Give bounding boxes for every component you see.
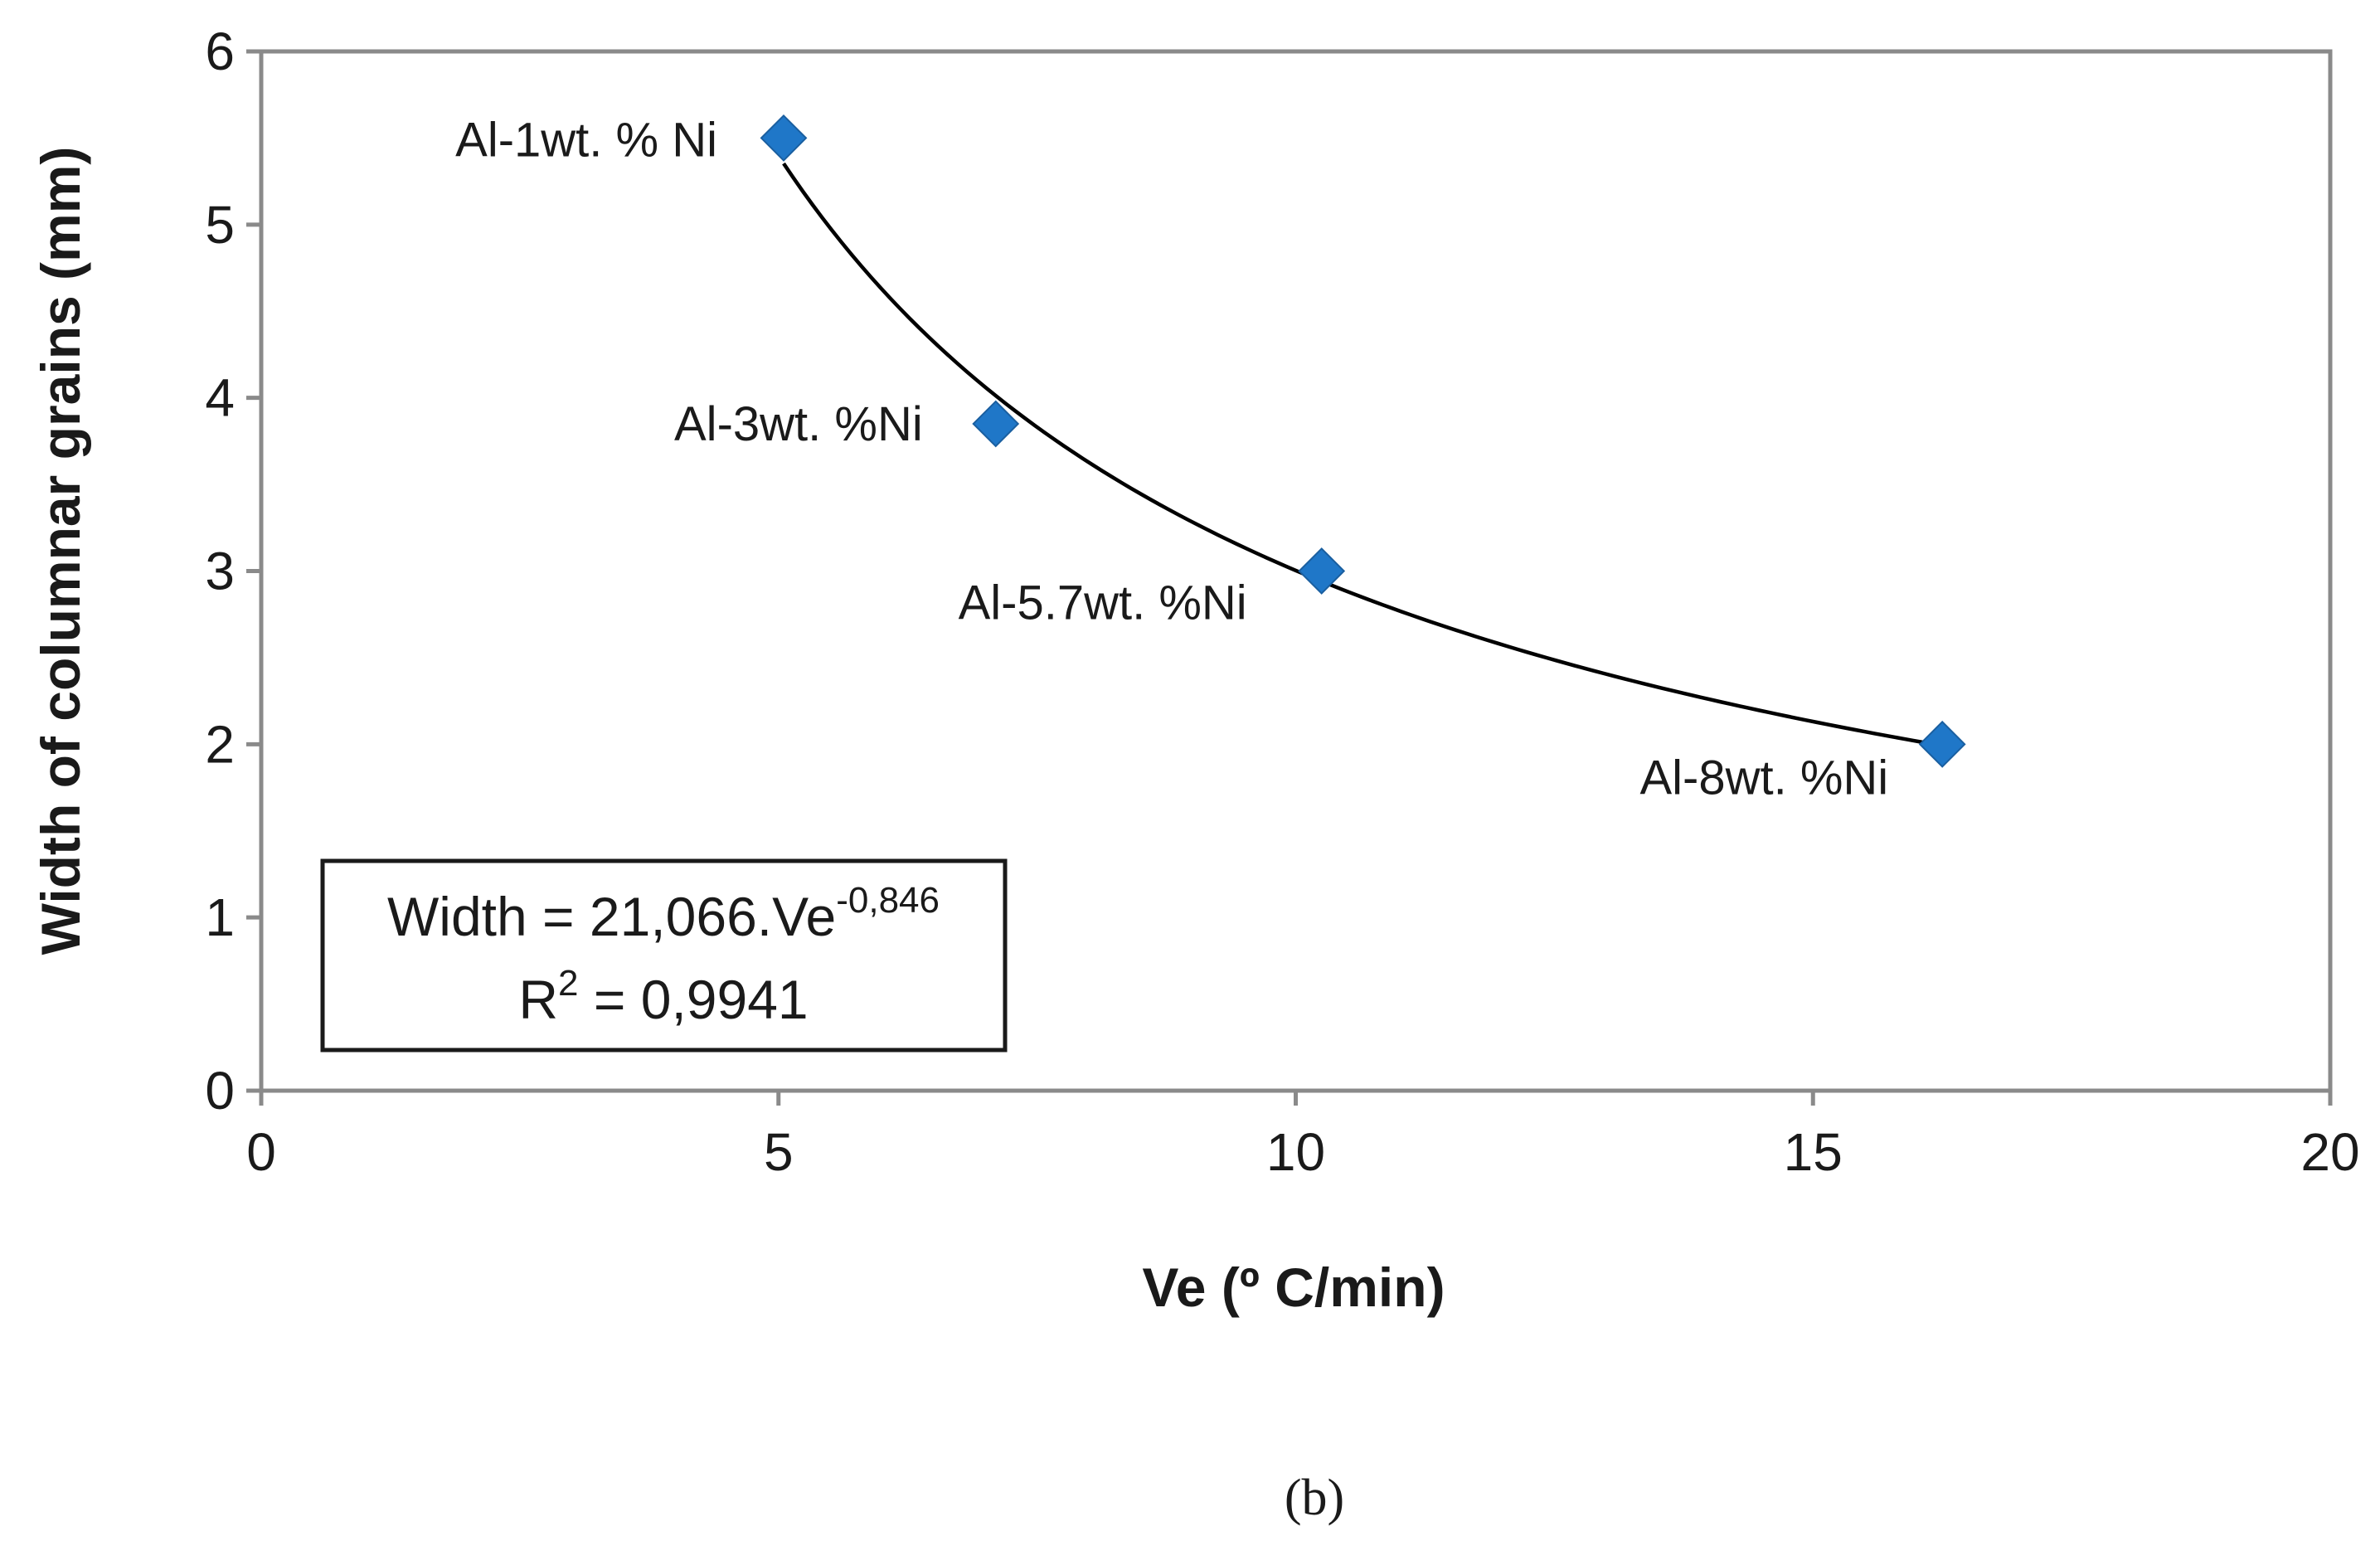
point-labels: Al-1wt. % Ni Al-3wt. %Ni Al-5.7wt. %Ni Al-8…: [455, 113, 1888, 805]
y-tick-label: 4: [205, 368, 235, 428]
data-point-marker: [1298, 547, 1346, 595]
data-point-marker: [1918, 720, 1966, 768]
y-tick-label: 3: [205, 542, 235, 601]
r-squared-symbol: R: [518, 969, 558, 1030]
r-squared-superscript: 2: [558, 963, 578, 1004]
data-point-label: Al-3wt. %Ni: [674, 397, 923, 451]
equation-box-frame: [320, 858, 1008, 1053]
y-tick-label: 2: [205, 714, 235, 774]
equation-line-1: Width = 21,066.Ve-0,846: [387, 880, 940, 947]
y-tick-label: 6: [205, 22, 235, 81]
figure-caption: (b): [1285, 1470, 1344, 1526]
data-points: [760, 114, 1966, 768]
x-tick-label: 0: [246, 1122, 276, 1182]
x-tick-label: 10: [1266, 1122, 1325, 1182]
equation-box: Width = 21,066.Ve-0,846 R2 = 0,9941: [320, 858, 1008, 1053]
data-point-label: Al-5.7wt. %Ni: [959, 576, 1247, 630]
power-trendline: [782, 162, 1943, 748]
y-tick-label: 0: [205, 1061, 235, 1121]
y-axis-title: Width of columnar grains (mm): [30, 147, 91, 955]
y-axis-ticks: 0 1 2 3 4 5 6: [205, 22, 261, 1121]
r-squared-value: = 0,9941: [579, 969, 809, 1030]
data-point-marker: [972, 400, 1020, 448]
equation-main: Width = 21,066.Ve: [387, 886, 836, 947]
trendline-group: [782, 162, 1943, 748]
x-axis-ticks: 0 5 10 15 20: [246, 1091, 2360, 1182]
x-tick-label: 15: [1784, 1122, 1843, 1182]
data-point-label: Al-1wt. % Ni: [455, 113, 717, 167]
y-tick-label: 5: [205, 195, 235, 255]
x-tick-label: 20: [2300, 1122, 2359, 1182]
y-tick-label: 1: [205, 887, 235, 947]
equation-exponent: -0,846: [836, 880, 940, 921]
data-point-marker: [760, 114, 808, 162]
data-point-label: Al-8wt. %Ni: [1639, 751, 1888, 805]
equation-line-2: R2 = 0,9941: [518, 963, 808, 1030]
x-tick-label: 5: [764, 1122, 794, 1182]
x-axis-title: Ve (º C/min): [1142, 1257, 1445, 1318]
